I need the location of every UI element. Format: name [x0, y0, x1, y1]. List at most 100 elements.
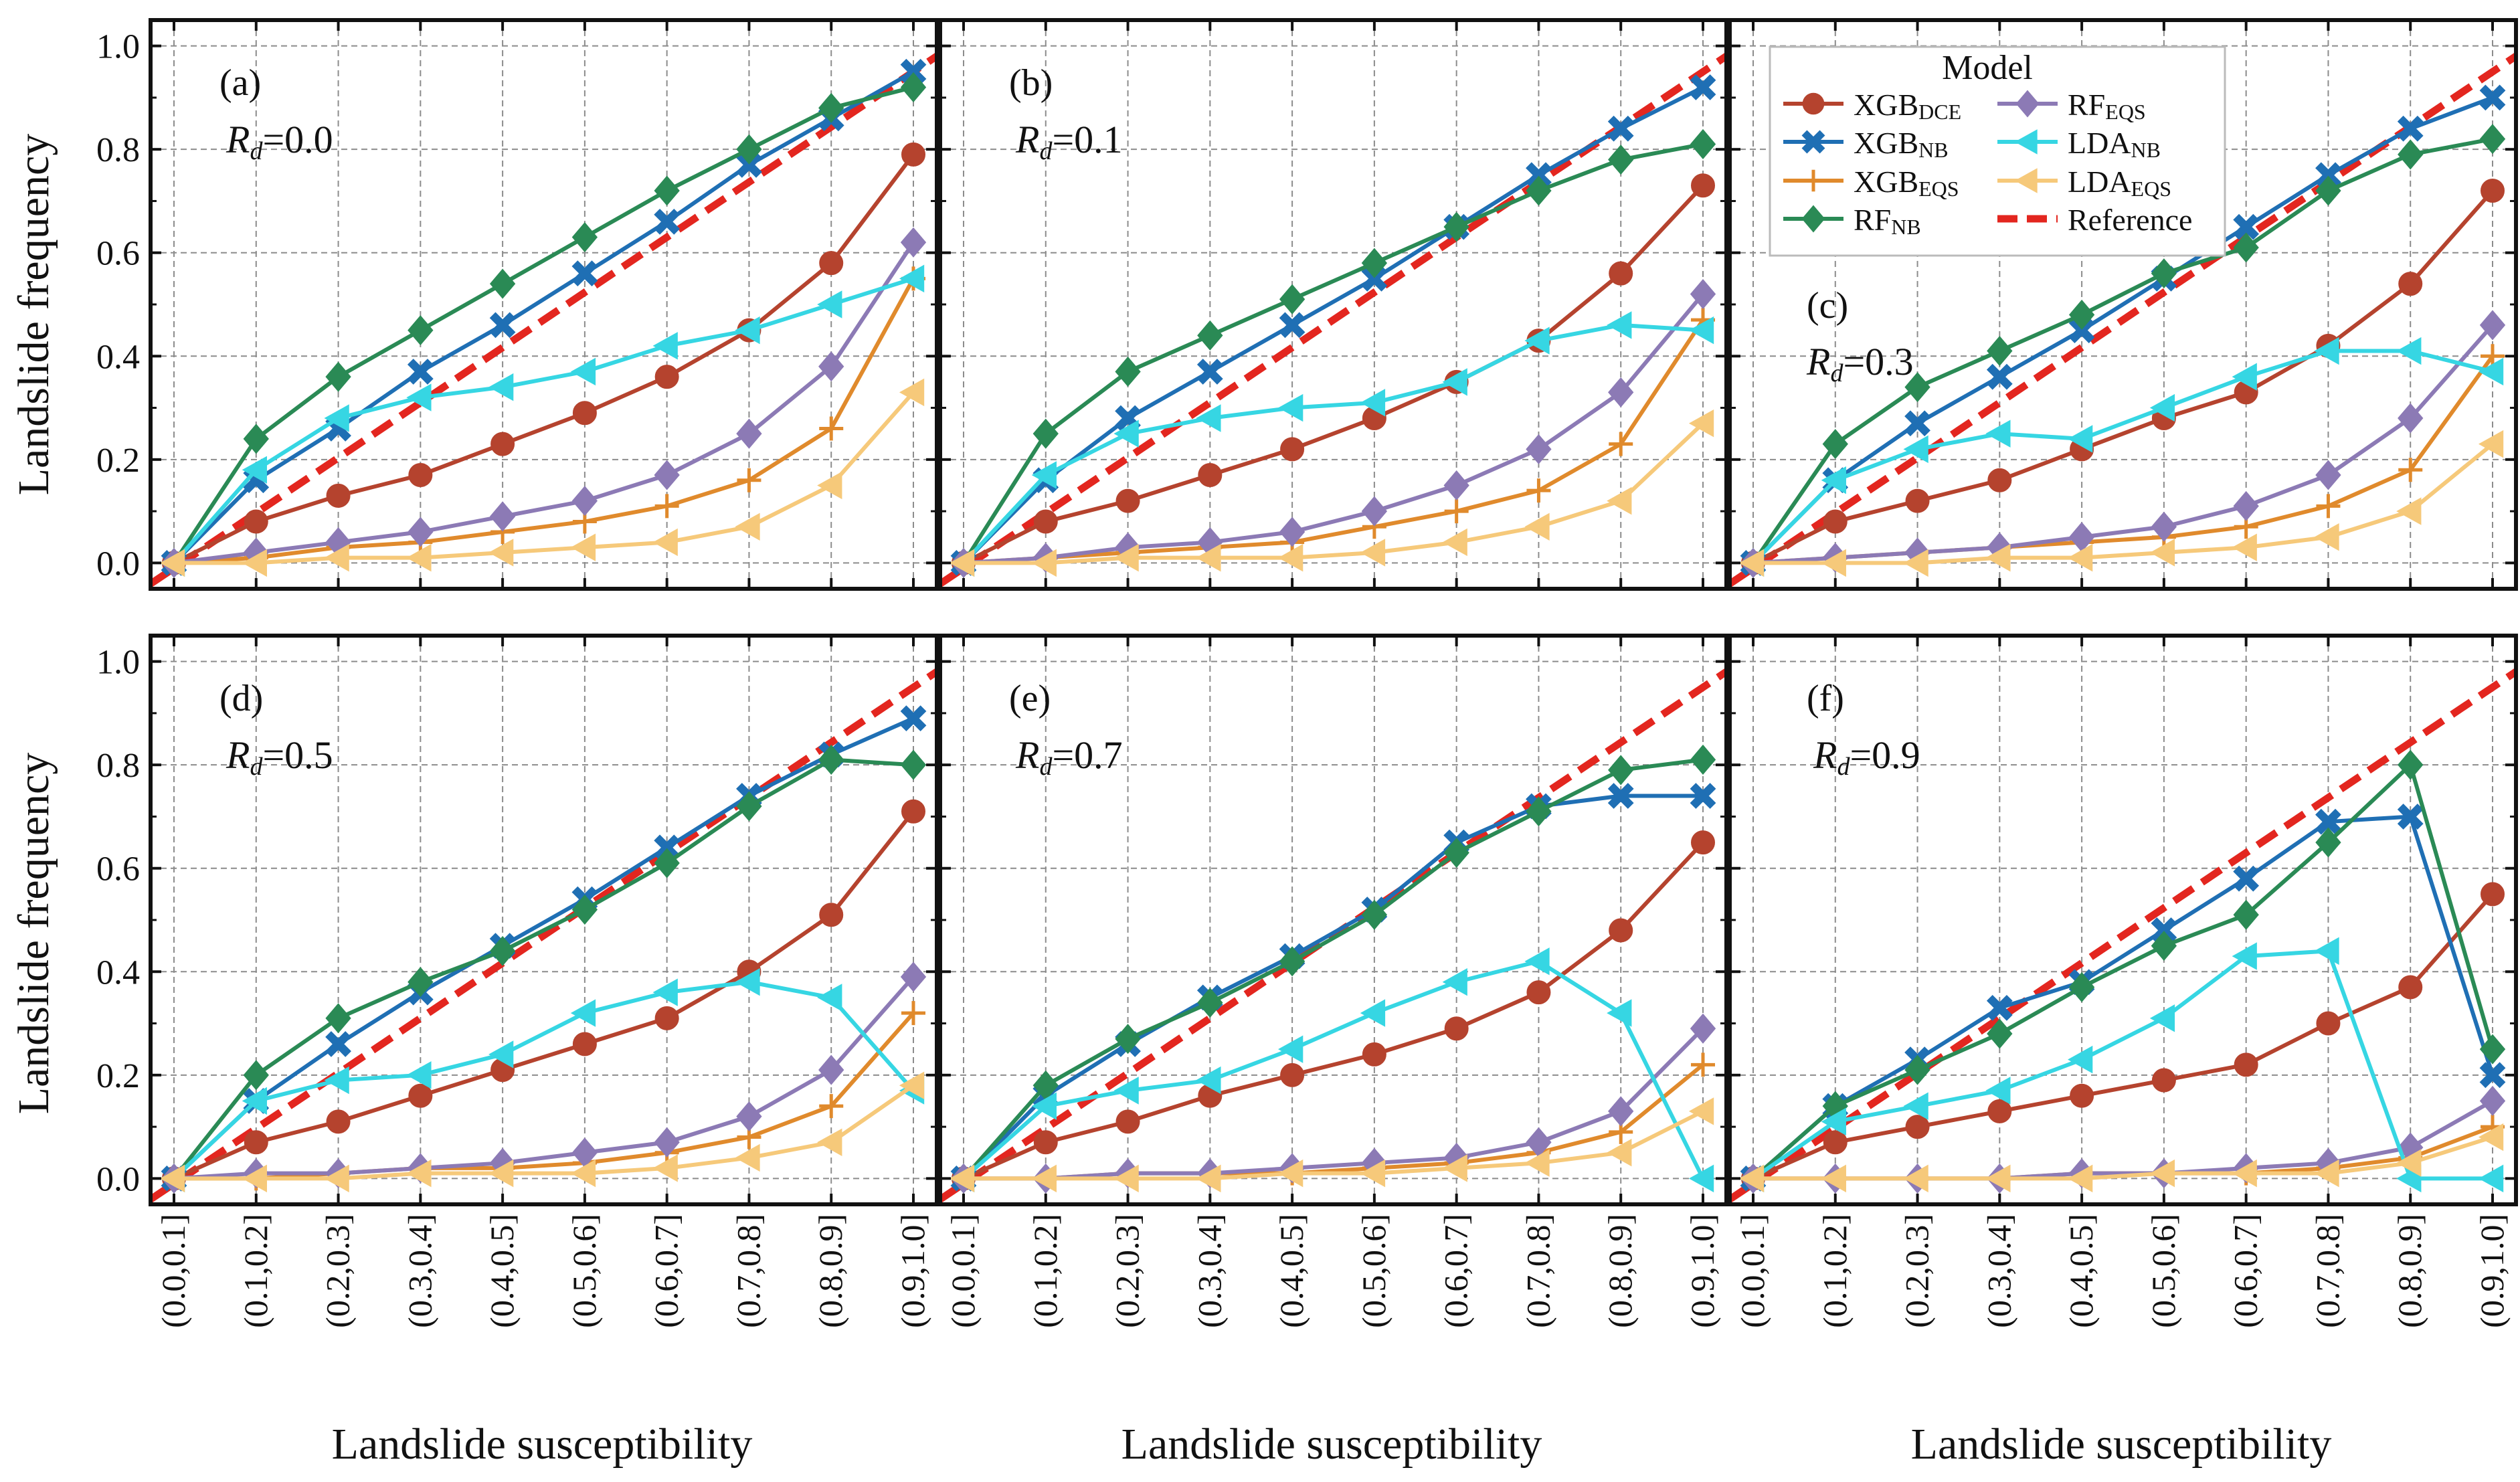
data-point: [242, 1087, 267, 1115]
panel-label-f: (f): [1807, 678, 1844, 719]
data-point: [408, 967, 434, 998]
series-line: [174, 1012, 915, 1181]
data-point: [1278, 1035, 1303, 1063]
data-point: [1688, 316, 1714, 345]
x-tick-label: (0.5,0.6]: [565, 1214, 603, 1328]
series-rf-nb: [950, 128, 1716, 578]
data-point: [1608, 755, 1634, 785]
data-point: [2151, 917, 2177, 943]
data-point: [1113, 1164, 1139, 1193]
data-point: [2479, 1085, 2506, 1116]
data-point: [819, 416, 844, 441]
data-point: [1905, 1115, 1930, 1139]
data-point: [1526, 175, 1552, 206]
data-point: [243, 424, 269, 454]
legend-item-rf-eqs: RFEQS: [1997, 88, 2146, 124]
data-point: [1033, 1130, 1058, 1155]
y-tick-label: 0.8: [96, 747, 140, 785]
series-line: [1752, 814, 2495, 1180]
panel-c: [1728, 18, 2518, 591]
data-point: [489, 935, 516, 966]
data-point: [408, 463, 433, 487]
data-point: [1443, 838, 1469, 868]
series-line: [1751, 96, 2494, 565]
series-line: [172, 85, 914, 565]
data-point: [654, 175, 680, 206]
legend-label: Reference: [2068, 203, 2192, 237]
x-tick-label: (0.1,0.2]: [1816, 1214, 1854, 1328]
data-point: [407, 359, 434, 385]
data-point: [406, 1159, 432, 1188]
data-point: [1280, 437, 1305, 462]
series-lda-nb: [949, 947, 1714, 1193]
data-point: [900, 749, 927, 780]
legend-item-lda-eqs: LDAEQS: [1997, 165, 2171, 201]
series-lda-eqs: [1738, 1123, 2504, 1193]
x-tick-label: (0.6,0.7]: [1437, 1214, 1475, 1328]
series-line: [963, 318, 1705, 565]
data-point: [570, 533, 596, 561]
series-xgb-dce: [1741, 882, 2505, 1191]
y-axis-label-top: Landslide frequency: [9, 134, 58, 496]
x-tick-label: (0.3,0.4]: [1190, 1214, 1228, 1328]
data-point: [326, 483, 351, 508]
data-point: [2234, 1052, 2258, 1077]
data-point: [2398, 139, 2424, 170]
data-point: [2314, 523, 2339, 551]
data-point: [1987, 1099, 2012, 1123]
data-point: [1609, 918, 1633, 943]
series-line: [173, 241, 915, 565]
series-line: [1752, 893, 2495, 1181]
data-point: [1821, 466, 1846, 494]
data-point: [325, 1031, 351, 1057]
data-point: [654, 365, 679, 389]
data-point: [1360, 389, 1386, 417]
series-lda-eqs: [159, 1071, 925, 1193]
data-point: [2314, 1159, 2339, 1188]
data-point: [2315, 175, 2341, 206]
data-point: [819, 903, 844, 927]
data-point: [489, 268, 516, 299]
data-point: [1198, 463, 1223, 487]
series-line: [1752, 189, 2495, 565]
data-point: [1691, 173, 1715, 198]
data-point: [2232, 1159, 2257, 1188]
data-point: [1113, 543, 1139, 572]
series-rf-nb: [950, 744, 1716, 1194]
data-point: [1821, 1107, 1846, 1136]
data-point: [736, 791, 762, 822]
series-xgb-dce: [162, 799, 925, 1191]
series-lda-eqs: [159, 378, 925, 577]
data-point: [2478, 1123, 2504, 1151]
data-point: [2396, 497, 2422, 525]
data-point: [488, 1159, 514, 1188]
data-point: [900, 58, 927, 85]
data-point: [490, 432, 515, 456]
data-point: [735, 968, 760, 996]
series-line: [1753, 1135, 2493, 1181]
series-line: [172, 757, 914, 1180]
data-point: [2233, 213, 2260, 240]
x-tick-label: (0.8,0.9]: [812, 1214, 849, 1328]
data-point: [1279, 312, 1306, 339]
data-point: [571, 260, 598, 287]
data-point: [1033, 509, 1058, 534]
x-tick-label: (0.5,0.6]: [1355, 1214, 1392, 1328]
x-axis-label-2: Landslide susceptibility: [1121, 1420, 1542, 1469]
data-point: [159, 1164, 185, 1193]
data-point: [901, 142, 925, 167]
x-tick-label: (0.7,0.8]: [2309, 1214, 2346, 1328]
data-point: [1444, 499, 1469, 524]
data-point: [1196, 404, 1221, 432]
x-tick-label: (0.7,0.8]: [1519, 1214, 1556, 1328]
legend-label: RFNB: [1854, 203, 1921, 239]
y-tick-label: 1.0: [96, 644, 140, 682]
data-point: [570, 357, 596, 386]
series-line: [964, 1027, 1705, 1181]
series-line: [963, 292, 1705, 565]
data-point: [654, 208, 681, 235]
data-point: [406, 543, 432, 572]
data-point: [2316, 494, 2341, 519]
data-point: [2478, 357, 2504, 386]
legend-marker: [1801, 130, 1825, 154]
